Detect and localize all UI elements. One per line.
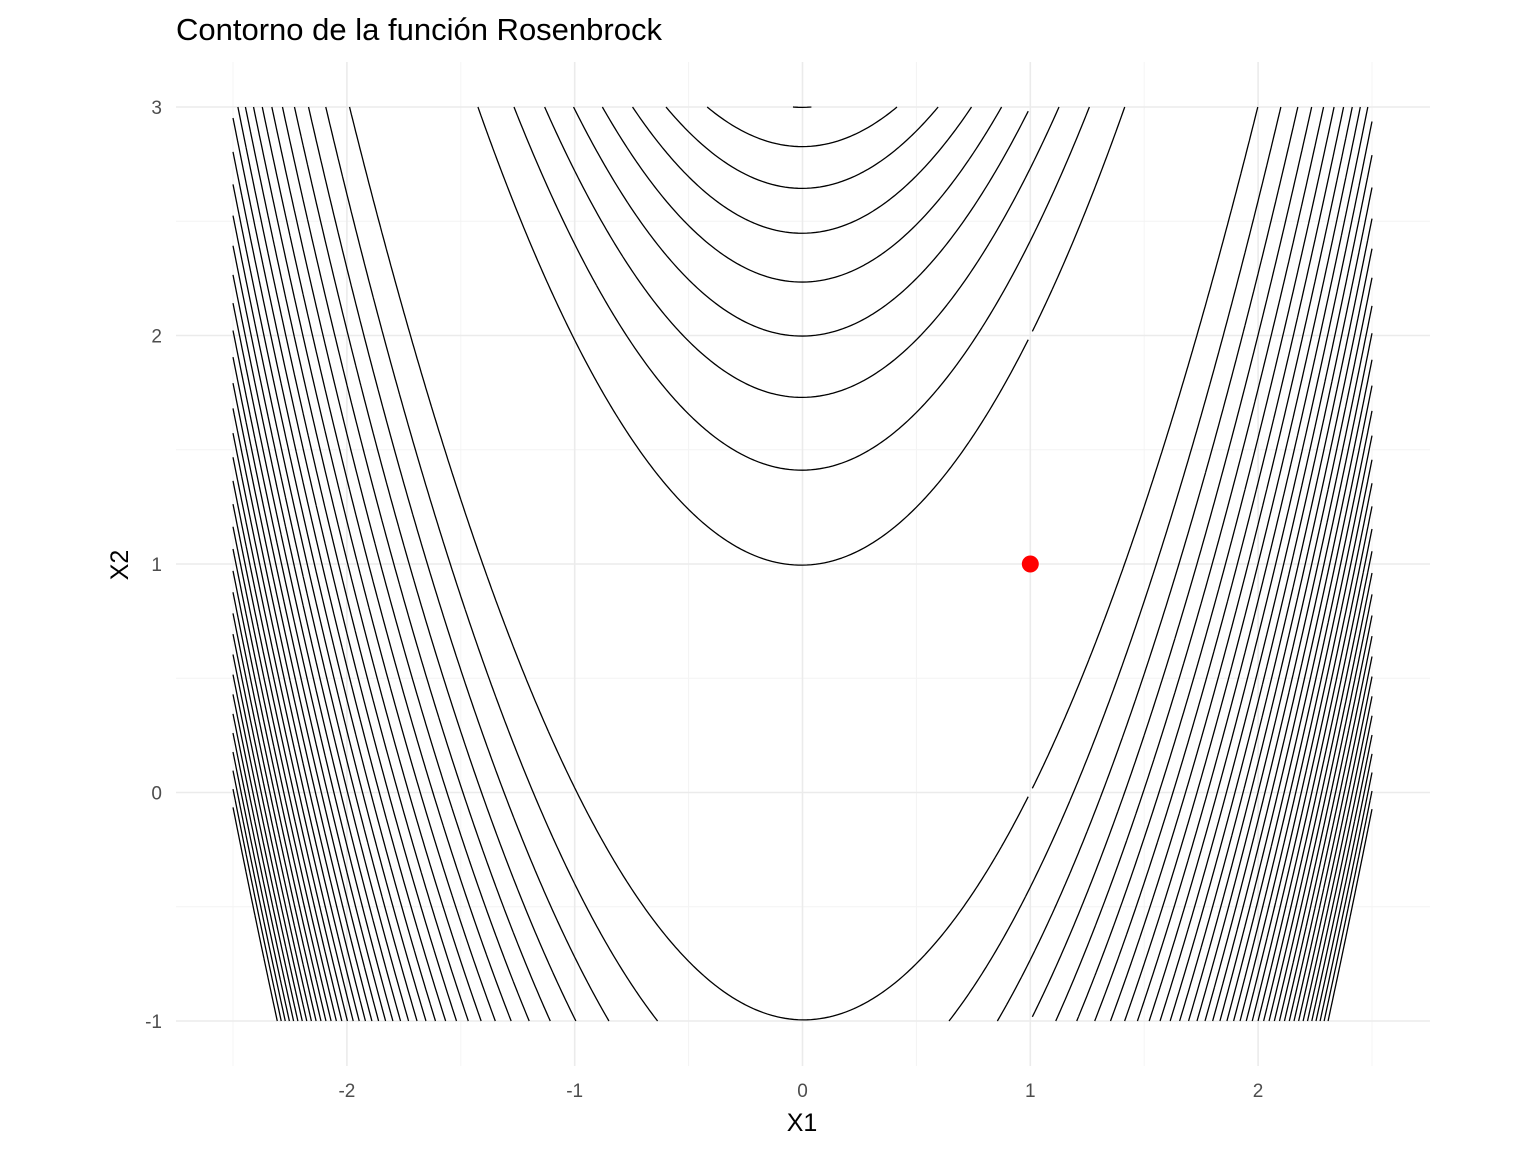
contour-line-level-1300 bbox=[232, 184, 1373, 1022]
x-axis-title: X1 bbox=[787, 1109, 818, 1137]
x-axis-ticks: -2 -1 0 1 2 bbox=[338, 1081, 1263, 1102]
contour-line-level-1800 bbox=[232, 330, 1373, 1022]
contour-line-level-3600 bbox=[232, 732, 1373, 1022]
contour-line-level-1200 bbox=[232, 151, 1373, 1022]
x-tick-label: 1 bbox=[1025, 1081, 1036, 1102]
contour-line-level-2900 bbox=[232, 592, 1373, 1022]
contour-line-level-3500 bbox=[232, 713, 1373, 1022]
contour-line-level-900 bbox=[244, 106, 1361, 1022]
contour-line-level-2000 bbox=[232, 382, 1373, 1022]
contour-line-level-3200 bbox=[232, 654, 1373, 1022]
contour-line-level-100 bbox=[348, 106, 1259, 1021]
y-axis-title: X2 bbox=[106, 550, 134, 581]
x-tick-label: 2 bbox=[1253, 1081, 1264, 1102]
contour-line-level-600 bbox=[271, 106, 1335, 1022]
contour-line-level-3700 bbox=[232, 751, 1373, 1022]
y-tick-label: 0 bbox=[151, 784, 162, 805]
x-tick-label: -1 bbox=[566, 1081, 583, 1102]
contour-line-level-3000 bbox=[232, 613, 1373, 1022]
y-tick-label: -1 bbox=[145, 1012, 162, 1033]
contour-line-level-1100 bbox=[232, 117, 1373, 1022]
contour-line-level-2100 bbox=[232, 408, 1373, 1022]
contour-line-level-1900 bbox=[232, 357, 1373, 1022]
contour-line-level-200 bbox=[325, 106, 1282, 1022]
contour-line-level-2400 bbox=[232, 480, 1373, 1022]
contour-line-level-3100 bbox=[232, 633, 1373, 1022]
contour-line-level-3800 bbox=[232, 770, 1373, 1022]
contour-line-level-1600 bbox=[232, 274, 1373, 1022]
y-axis-ticks: -1 0 1 2 3 bbox=[145, 98, 162, 1033]
contour-line-level-500 bbox=[281, 106, 1325, 1022]
data-points bbox=[1021, 555, 1039, 573]
contour-lines bbox=[232, 106, 1373, 1022]
y-tick-label: 3 bbox=[151, 98, 162, 119]
contour-line-level-4000 bbox=[232, 807, 1373, 1022]
contour-line-level-700 bbox=[261, 106, 1345, 1022]
contour-line-level-1000 bbox=[237, 106, 1369, 1022]
x-tick-label: -2 bbox=[338, 1081, 355, 1102]
contour-line-level-2500 bbox=[232, 503, 1373, 1022]
minimum-point bbox=[1021, 555, 1039, 573]
contour-line-level-1700 bbox=[232, 302, 1373, 1022]
y-tick-label: 1 bbox=[151, 555, 162, 576]
contour-line-level-3400 bbox=[232, 694, 1373, 1022]
contour-line-level-2800 bbox=[232, 570, 1373, 1022]
contour-line-level-2200 bbox=[232, 433, 1373, 1022]
contour-line-level-3300 bbox=[232, 674, 1373, 1022]
chart-title: Contorno de la función Rosenbrock bbox=[176, 12, 662, 47]
contour-line-level-2300 bbox=[232, 457, 1373, 1022]
contour-line-level-1500 bbox=[232, 245, 1373, 1022]
contour-line-level-800 bbox=[252, 106, 1353, 1022]
y-tick-label: 2 bbox=[151, 327, 162, 348]
contour-line-level-300 bbox=[307, 106, 1299, 1022]
x-tick-label: 0 bbox=[797, 1081, 808, 1102]
contour-line-level-2600 bbox=[232, 526, 1373, 1022]
contour-line-level-1400 bbox=[232, 215, 1373, 1022]
contour-line-level-3900 bbox=[232, 788, 1373, 1022]
contour-line-level-400 bbox=[293, 106, 1313, 1022]
contour-line-level-2700 bbox=[232, 548, 1373, 1022]
